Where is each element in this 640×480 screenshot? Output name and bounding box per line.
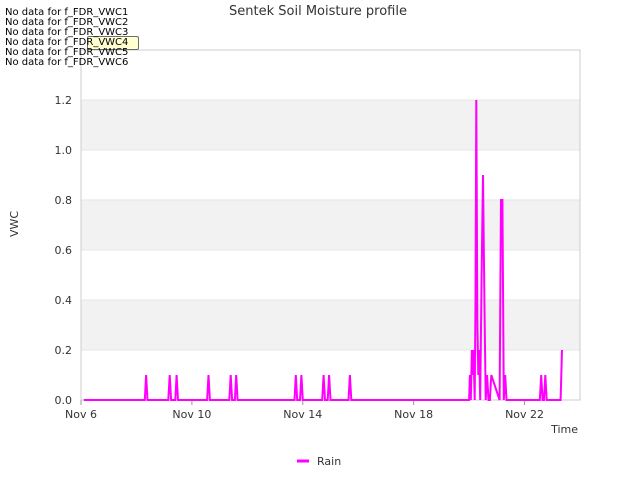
y-tick-label: 0.0	[55, 394, 73, 407]
y-tick-label: 0.8	[55, 194, 73, 207]
series-line-rain	[83, 99, 563, 401]
grid-band	[81, 100, 580, 150]
x-tick-label: Nov 18	[394, 408, 433, 421]
x-axis-label: Time	[550, 423, 578, 436]
no-data-message: No data for f_FDR_VWC5	[5, 47, 129, 58]
series-layer	[83, 99, 563, 401]
x-tick-label: Nov 22	[505, 408, 544, 421]
y-axis-ticks: 0.0 0.2 0.4 0.6 0.8 1.0 1.2	[55, 94, 73, 407]
y-tick-label: 0.6	[55, 244, 73, 257]
grid-bands	[81, 100, 580, 350]
x-axis-ticks: Nov 6 Nov 10 Nov 14 Nov 18 Nov 22	[65, 400, 544, 421]
x-tick-label: Nov 14	[283, 408, 322, 421]
no-data-message: No data for f_FDR_VWC4	[5, 37, 129, 48]
y-axis-label: VWC	[8, 211, 21, 237]
y-tick-label: 0.2	[55, 344, 73, 357]
no-data-message: No data for f_FDR_VWC2	[5, 17, 129, 28]
y-tick-label: 1.2	[55, 94, 73, 107]
x-tick-label: Nov 6	[65, 408, 97, 421]
no-data-messages: No data for f_FDR_VWC1 No data for f_FDR…	[5, 8, 128, 68]
grid-band	[81, 200, 580, 250]
y-tick-label: 0.4	[55, 294, 73, 307]
legend-label-rain: Rain	[317, 455, 341, 468]
grid-band	[81, 300, 580, 350]
tooltip-badge	[87, 36, 139, 50]
no-data-message: No data for f_FDR_VWC6	[5, 57, 129, 68]
no-data-message: No data for f_FDR_VWC1	[5, 7, 129, 18]
no-data-message: No data for f_FDR_VWC3	[5, 27, 129, 38]
legend: Rain	[297, 455, 341, 468]
x-tick-label: Nov 10	[172, 408, 211, 421]
grid-lines	[81, 99, 580, 401]
y-tick-label: 1.0	[55, 144, 73, 157]
chart-title: Sentek Soil Moisture profile	[229, 4, 407, 19]
